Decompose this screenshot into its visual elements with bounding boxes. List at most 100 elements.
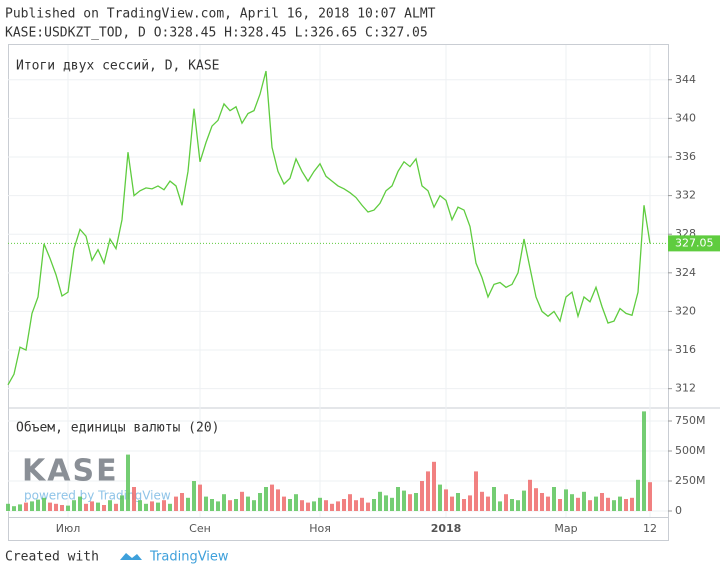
volume-bar — [354, 500, 358, 511]
volume-bar — [300, 500, 304, 511]
published-text: Published on TradingView.com, April 16, … — [5, 7, 436, 22]
volume-bar — [210, 499, 214, 511]
volume-bar — [402, 490, 406, 511]
volume-bar — [372, 499, 376, 511]
footer-created: Created with — [5, 550, 99, 565]
last-price-box — [668, 235, 720, 252]
volume-bar — [162, 500, 166, 511]
volume-bar — [186, 497, 190, 511]
volume-bar — [390, 497, 394, 511]
volume-bar — [450, 496, 454, 511]
volume-bar — [54, 503, 58, 511]
volume-bar — [294, 494, 298, 511]
y-tick-label: 750M — [675, 414, 706, 427]
volume-bar — [558, 499, 562, 511]
volume-pane-title: Объем, единицы валюты (20) — [16, 421, 220, 436]
volume-bar — [270, 484, 274, 511]
volume-bar — [306, 502, 310, 511]
volume-bar — [84, 503, 88, 511]
volume-bar — [12, 506, 16, 511]
volume-bar — [510, 499, 514, 511]
volume-bar — [342, 499, 346, 511]
volume-bar — [156, 502, 160, 511]
chart-frame — [8, 44, 669, 541]
volume-bar — [138, 500, 142, 511]
volume-bar — [348, 494, 352, 511]
watermark-powered: powered by TradingView — [24, 489, 171, 503]
volume-bar — [570, 494, 574, 511]
volume-bar — [522, 490, 526, 511]
volume-bar — [606, 497, 610, 511]
volume-bar — [456, 493, 460, 511]
volume-bar — [6, 503, 10, 511]
volume-bar — [42, 497, 46, 511]
volume-bar — [30, 501, 34, 511]
volume-bar — [636, 479, 640, 511]
volume-bar — [366, 502, 370, 511]
x-tick-label: Июл — [56, 522, 81, 535]
volume-bar — [516, 500, 520, 511]
volume-bar — [48, 502, 52, 511]
volume-bar — [474, 471, 478, 511]
volume-bar — [540, 493, 544, 511]
volume-bar — [444, 489, 448, 511]
y-tick-label: 0 — [675, 504, 682, 517]
volume-bar — [216, 501, 220, 511]
volume-bar — [378, 491, 382, 511]
x-tick-label: Мар — [554, 522, 577, 535]
y-tick-label: 344 — [675, 73, 696, 86]
volume-bar — [552, 487, 556, 511]
volume-bar — [588, 500, 592, 511]
volume-bar — [420, 481, 424, 511]
volume-bar — [408, 494, 412, 511]
volume-bar — [498, 501, 502, 511]
volume-bar — [618, 496, 622, 511]
y-tick-label: 332 — [675, 189, 696, 202]
volume-bar — [546, 496, 550, 511]
volume-bar — [258, 493, 262, 511]
volume-bar — [504, 494, 508, 511]
volume-bar — [60, 505, 64, 511]
footer-logo — [120, 553, 142, 560]
volume-bar — [18, 504, 22, 511]
footer-brand: TradingView — [149, 550, 229, 565]
y-tick-label: 500M — [675, 444, 706, 457]
volume-bar — [276, 489, 280, 511]
x-tick-label: Сен — [189, 522, 211, 535]
volume-bar — [384, 495, 388, 511]
volume-bar — [228, 500, 232, 511]
volume-bar — [252, 500, 256, 511]
volume-bar — [120, 495, 124, 511]
volume-bar — [168, 503, 172, 511]
grid — [8, 45, 668, 517]
volume-bar — [642, 411, 646, 511]
volume-bar — [582, 491, 586, 511]
volume-bar — [330, 503, 334, 511]
volume-bar — [204, 496, 208, 511]
price-pane-title: Итоги двух сессий, D, KASE — [16, 59, 220, 74]
volume-bar — [198, 484, 202, 511]
volume-bar — [24, 502, 28, 511]
volume-bar — [492, 487, 496, 511]
volume-bar — [594, 496, 598, 511]
volume-bar — [630, 497, 634, 511]
watermark-logo: KASE — [22, 454, 119, 489]
volume-bar — [624, 499, 628, 511]
volume-bar — [150, 501, 154, 511]
volume-bar — [180, 493, 184, 511]
volume-bar — [432, 461, 436, 511]
x-tick-label: Ноя — [309, 522, 331, 535]
y-tick-label: 312 — [675, 382, 696, 395]
volume-bar — [36, 499, 40, 511]
volume-bar — [414, 493, 418, 511]
volume-bar — [576, 497, 580, 511]
y-tick-label: 340 — [675, 111, 696, 124]
volume-bar — [528, 479, 532, 511]
y-tick-label: 324 — [675, 266, 696, 279]
volume-bar — [96, 502, 100, 511]
volume-bar — [108, 500, 112, 511]
last-price-label: 327.05 — [675, 236, 714, 249]
volume-bar — [612, 500, 616, 511]
volume-bar — [600, 493, 604, 511]
